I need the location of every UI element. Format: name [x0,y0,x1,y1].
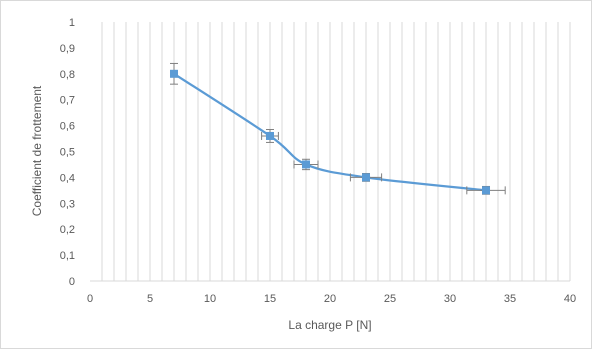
y-tick-label: 0,5 [60,147,75,159]
y-tick-label: 0,3 [60,198,75,210]
x-tick-label: 20 [324,293,336,305]
y-tick-label: 0,8 [60,69,75,81]
x-tick-label: 10 [204,293,216,305]
data-point [170,69,178,78]
x-axis-title: La charge P [N] [288,318,371,332]
x-tick-label: 30 [444,293,456,305]
x-tick-label: 35 [504,293,516,305]
y-tick-label: 1 [69,17,75,29]
y-axis-title: Coefficient de frottement [30,85,44,216]
grid-layer [101,22,571,281]
y-tick-label: 0,4 [60,172,75,184]
tick-layer: 0 5 10 15 20 25 30 35 40 0 0,1 0,2 0,3 0,4 0,5 0,6 0,7 0,… [60,17,576,305]
data-point [482,186,490,195]
y-tick-label: 0,2 [60,224,75,236]
x-tick-label: 25 [384,293,396,305]
data-point [266,131,274,140]
y-tick-label: 0,9 [60,43,75,55]
y-tick-label: 0,7 [60,95,75,107]
y-tick-label: 0,6 [60,121,75,133]
data-point [302,160,310,169]
x-tick-label: 15 [264,293,276,305]
x-tick-label: 40 [564,293,576,305]
x-tick-label: 0 [87,293,93,305]
y-tick-label: 0 [69,276,75,288]
series-layer [170,62,506,195]
y-tick-label: 0,1 [60,250,75,262]
data-point [362,173,370,182]
x-tick-label: 5 [147,293,153,305]
